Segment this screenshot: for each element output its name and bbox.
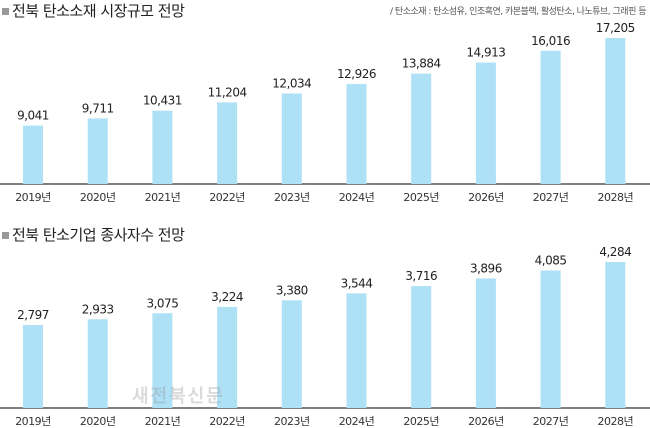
data-label: 12,926 xyxy=(337,67,376,81)
data-label: 11,204 xyxy=(208,85,247,99)
bar xyxy=(152,313,173,408)
data-label: 3,896 xyxy=(470,261,502,275)
data-label: 3,544 xyxy=(341,276,373,290)
bar xyxy=(152,110,173,184)
x-tick-label: 2021년 xyxy=(145,415,181,428)
x-tick-label: 2022년 xyxy=(209,191,245,204)
bar xyxy=(411,286,432,408)
chart2-title-text: 전북 탄소기업 종사자수 전망 xyxy=(12,226,185,244)
bar xyxy=(87,319,108,408)
data-label: 3,380 xyxy=(276,283,308,297)
bar xyxy=(23,125,43,184)
bar xyxy=(346,293,367,408)
data-label: 14,913 xyxy=(466,46,505,60)
chart2-title: 전북 탄소기업 종사자수 전망 xyxy=(2,224,185,245)
data-label: 16,016 xyxy=(531,34,570,48)
x-tick-label: 2023년 xyxy=(274,415,310,428)
x-tick-label: 2026년 xyxy=(468,415,504,428)
data-label: 3,716 xyxy=(405,269,437,283)
bar xyxy=(346,83,367,184)
x-tick-label: 2024년 xyxy=(339,191,375,204)
x-tick-label: 2026년 xyxy=(468,191,504,204)
bar xyxy=(281,300,302,408)
bar xyxy=(605,262,626,408)
data-label: 3,075 xyxy=(146,296,178,310)
x-tick-label: 2025년 xyxy=(403,415,439,428)
bar xyxy=(605,38,626,184)
bar xyxy=(540,50,561,184)
footnote: / 탄소소재 : 탄소섬유, 인조흑연, 카본블랙, 활성탄소, 나노튜브, 그… xyxy=(390,7,646,17)
data-label: 10,431 xyxy=(143,94,182,108)
x-tick-label: 2020년 xyxy=(80,191,116,204)
bar xyxy=(475,278,496,408)
x-tick-label: 2024년 xyxy=(339,415,375,428)
bullet-square-icon xyxy=(2,232,9,239)
data-label: 17,205 xyxy=(596,21,635,35)
chart1-title: 전북 탄소소재 시장규모 전망 xyxy=(2,0,185,21)
x-tick-label: 2020년 xyxy=(80,415,116,428)
x-tick-label: 2028년 xyxy=(597,191,633,204)
data-label: 4,284 xyxy=(599,245,631,259)
bar xyxy=(540,270,561,408)
data-label: 2,797 xyxy=(17,308,49,322)
bar xyxy=(475,62,496,184)
bar xyxy=(23,325,43,408)
chart1-title-text: 전북 탄소소재 시장규모 전망 xyxy=(12,2,185,20)
bar xyxy=(217,102,238,184)
data-label: 4,085 xyxy=(535,253,567,267)
bar xyxy=(87,118,108,184)
data-label: 9,711 xyxy=(82,101,114,115)
x-tick-label: 2028년 xyxy=(597,415,633,428)
data-label: 12,034 xyxy=(272,76,311,90)
x-tick-label: 2025년 xyxy=(403,191,439,204)
data-label: 2,933 xyxy=(82,302,114,316)
x-tick-label: 2021년 xyxy=(145,191,181,204)
x-tick-label: 2023년 xyxy=(274,191,310,204)
x-tick-label: 2022년 xyxy=(209,415,245,428)
bar xyxy=(217,306,238,408)
data-label: 3,224 xyxy=(211,290,243,304)
x-tick-label: 2019년 xyxy=(15,191,51,204)
x-tick-label: 2019년 xyxy=(15,415,51,428)
bullet-square-icon xyxy=(2,8,9,15)
x-tick-label: 2027년 xyxy=(533,415,569,428)
data-label: 9,041 xyxy=(17,109,49,123)
data-label: 13,884 xyxy=(402,57,441,71)
bar xyxy=(281,93,302,184)
watermark: 새전북신문 xyxy=(132,386,225,407)
x-tick-label: 2027년 xyxy=(533,191,569,204)
bar xyxy=(411,73,432,184)
